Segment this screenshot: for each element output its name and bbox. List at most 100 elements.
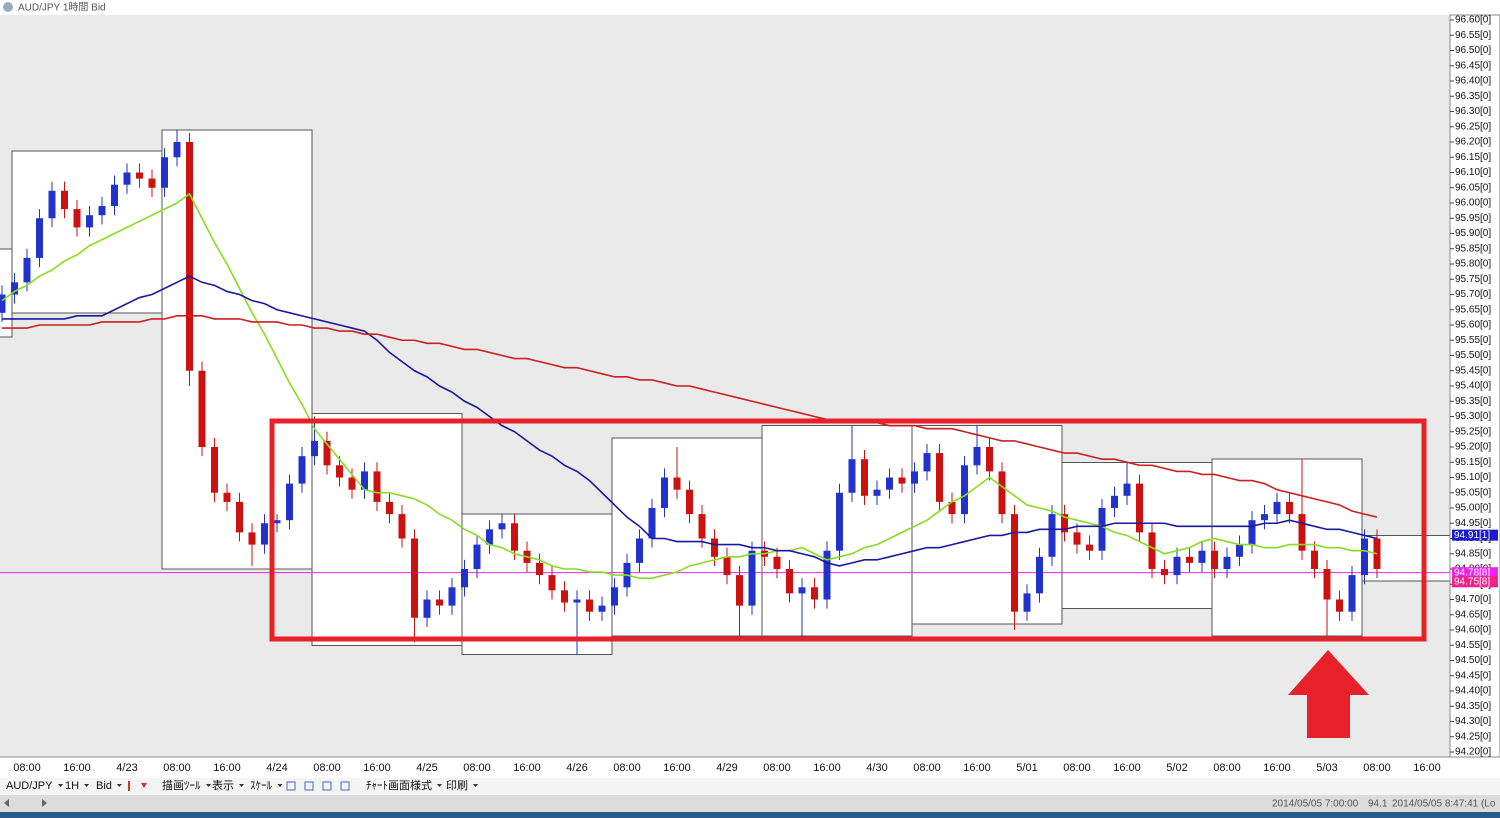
candle-body [361,471,368,490]
candle-body [786,569,793,594]
tool-icon[interactable] [128,781,130,791]
candle-body [61,190,68,210]
toolbar-style[interactable]: ﾁｬｰﾄ画面様式 [366,778,432,792]
candle-body [386,501,393,515]
x-tick-label: 08:00 [763,762,791,774]
candle-body [748,550,756,606]
candle-body [536,562,543,576]
toolbar-draw[interactable]: 描画ﾂｰﾙ [162,778,201,792]
y-tick-label: 94.95[0] [1455,518,1491,529]
candle-body [23,257,31,283]
scroll-left[interactable] [4,799,9,807]
toolbar-period[interactable]: 1H [65,780,79,792]
candle-body [86,215,93,228]
candle-body [698,514,706,539]
tool-icon[interactable] [304,781,314,791]
candle-body [886,477,893,490]
candle-body [36,218,43,258]
toolbar-symbol[interactable]: AUD/JPY [6,780,53,792]
candle-body [1098,508,1106,551]
candle-body [636,538,643,563]
y-tick-label: 94.35[0] [1455,701,1491,712]
y-axis: 94.20[0] 94.25[0] 94.30[0] 94.35[0] 94.40[0]… [1450,15,1498,758]
candle-body [998,471,1006,515]
candle-body [48,190,56,219]
x-tick-label: 16:00 [63,762,91,774]
x-tick-label: 16:00 [363,762,391,774]
window-title: AUD/JPY 1時間 Bid [18,2,106,14]
x-tick-label: 16:00 [213,762,241,774]
candle-body [923,453,931,472]
y-tick-label: 95.80[0] [1455,259,1491,270]
tool-icon[interactable] [322,781,332,791]
x-tick-label: 08:00 [463,762,491,774]
candle-body [448,587,456,606]
candle-body [1348,575,1356,612]
candle-body [11,282,18,295]
candle-body [236,501,243,533]
y-tick-label: 95.55[0] [1455,335,1491,346]
moving-average [2,315,1378,518]
candle-body [573,599,581,603]
candle-body [811,587,818,600]
candle-body [961,465,968,515]
y-tick-label: 96.15[0] [1455,152,1491,163]
tool-icon[interactable] [340,781,350,791]
candle-body [936,453,943,502]
toolbar-print[interactable]: 印刷 [446,779,468,792]
toolbar-price[interactable]: Bid [96,780,112,792]
x-tick-label: 4/24 [266,762,287,774]
x-tick-label: 5/03 [1316,762,1337,774]
candle-body [836,492,843,551]
candle-body [1036,556,1043,594]
y-tick-label: 95.60[0] [1455,320,1491,331]
status-clock: 2014/05/05 8:47:41 (Lo [1392,799,1496,810]
candle-body [198,370,206,447]
y-axis-panel [1449,14,1500,758]
y-tick-label: 95.90[0] [1455,228,1491,239]
candle-body [1023,593,1031,612]
moving-average [1,192,1378,579]
candle-body [173,142,181,158]
x-tick-label: 4/29 [716,762,737,774]
y-tick-label: 95.85[0] [1455,243,1491,254]
x-tick-label: 4/25 [416,762,437,774]
candle-body [1048,514,1056,557]
y-tick-label: 95.45[0] [1455,365,1491,376]
tool-icon[interactable] [141,783,147,788]
x-tick-label: 4/30 [866,762,887,774]
moving-average [2,275,1378,567]
y-tick-label: 95.50[0] [1455,350,1491,361]
y-tick-label: 96.25[0] [1455,121,1491,132]
candle-body [248,532,256,545]
candle-body [798,587,806,594]
highlight-arrow [1288,650,1369,738]
y-tick-label: 94.85[0] [1455,548,1491,559]
candle-body [1136,483,1143,533]
scroll-right[interactable] [42,799,47,807]
y-tick-label: 94.70[0] [1455,594,1491,605]
app-icon [3,2,13,12]
x-tick-label: 16:00 [513,762,541,774]
candle-body [1123,483,1131,496]
candle-body [73,209,81,228]
candle-body [286,483,293,521]
dropdown-arrow [277,784,283,787]
candle-body [686,489,693,515]
candle-body [211,447,218,493]
candle-body [1061,514,1068,533]
toolbar-scale[interactable]: ｽｹｰﾙ [250,779,272,792]
toolbar-view[interactable]: 表示 [212,778,234,792]
y-tick-label: 95.10[0] [1455,472,1491,483]
candle-body [948,501,956,515]
candle-body [223,492,231,502]
candle-body [973,447,981,466]
tool-icon[interactable] [286,781,296,791]
candle-body [273,520,281,524]
candle-body [1211,550,1218,569]
x-axis: 08:00 16:00 4/23 08:00 16:00 4/24 08:00 16:00 4/… [13,762,1441,774]
y-tick-label: 94.45[0] [1455,670,1491,681]
candle-body [261,523,268,545]
candle-body [1298,514,1306,551]
